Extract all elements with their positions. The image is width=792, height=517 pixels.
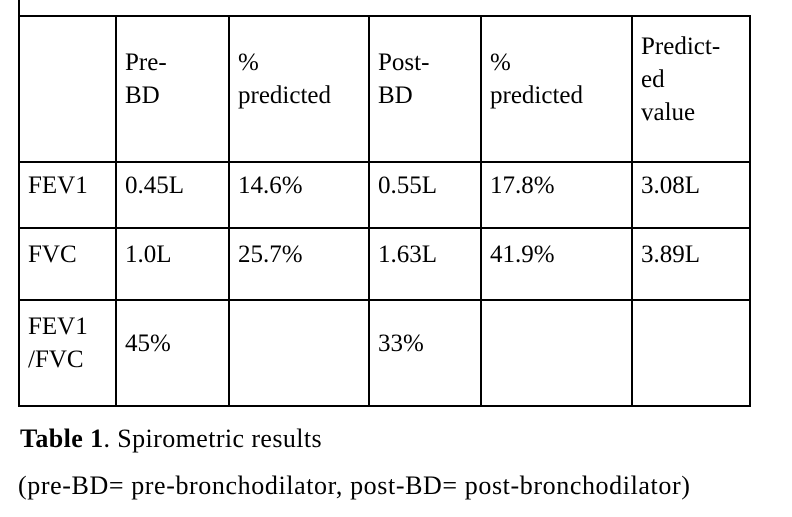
header-cell-post-pct-predicted: % predicted (480, 15, 633, 163)
row-label-fev1: FEV1 (18, 161, 117, 229)
table-row-fev1-fvc-ratio: FEV1 /FVC 45% 33% (18, 299, 751, 407)
cell-fvc-post-pct-predicted: 41.9% (480, 227, 633, 301)
cell-fvc-pre-pct-predicted: 25.7% (228, 227, 370, 301)
table-caption: Table 1. Spirometric results (20, 422, 322, 456)
spirometric-results-table: Pre- BD % predicted Post- BD % predicted… (18, 15, 751, 407)
table-caption-note: (pre-BD= pre-bronchodilator, post-BD= po… (18, 471, 691, 500)
table-caption-label: Table 1 (20, 424, 104, 453)
row-label-fvc: FVC (18, 227, 117, 301)
cell-fvc-post-bd: 1.63L (368, 227, 482, 301)
row-label-fev1-fvc-ratio: FEV1 /FVC (18, 299, 117, 407)
cell-fvc-pre-bd: 1.0L (115, 227, 230, 301)
cell-fev1-pre-bd: 0.45L (115, 161, 230, 229)
table-caption-title: . Spirometric results (103, 424, 323, 453)
cell-fev1-post-pct-predicted: 17.8% (480, 161, 633, 229)
table-row-fev1: FEV1 0.45L 14.6% 0.55L 17.8% 3.08L (18, 161, 751, 229)
table-row-fvc: FVC 1.0L 25.7% 1.63L 41.9% 3.89L (18, 227, 751, 301)
cell-ratio-post-pct-predicted (480, 299, 633, 407)
cell-ratio-post-bd: 33% (368, 299, 482, 407)
header-cell-empty (18, 15, 117, 163)
cell-fev1-post-bd: 0.55L (368, 161, 482, 229)
header-cell-pre-bd: Pre- BD (115, 15, 230, 163)
header-cell-predicted-value: Predict- ed value (631, 15, 751, 163)
table-header-row: Pre- BD % predicted Post- BD % predicted… (18, 15, 751, 163)
cell-ratio-predicted-value (631, 299, 751, 407)
header-cell-pre-pct-predicted: % predicted (228, 15, 370, 163)
cell-fev1-pre-pct-predicted: 14.6% (228, 161, 370, 229)
cell-ratio-pre-bd: 45% (115, 299, 230, 407)
header-cell-post-bd: Post- BD (368, 15, 482, 163)
cell-fev1-predicted-value: 3.08L (631, 161, 751, 229)
table-border-stub (18, 0, 20, 16)
cell-ratio-pre-pct-predicted (228, 299, 370, 407)
cell-fvc-predicted-value: 3.89L (631, 227, 751, 301)
